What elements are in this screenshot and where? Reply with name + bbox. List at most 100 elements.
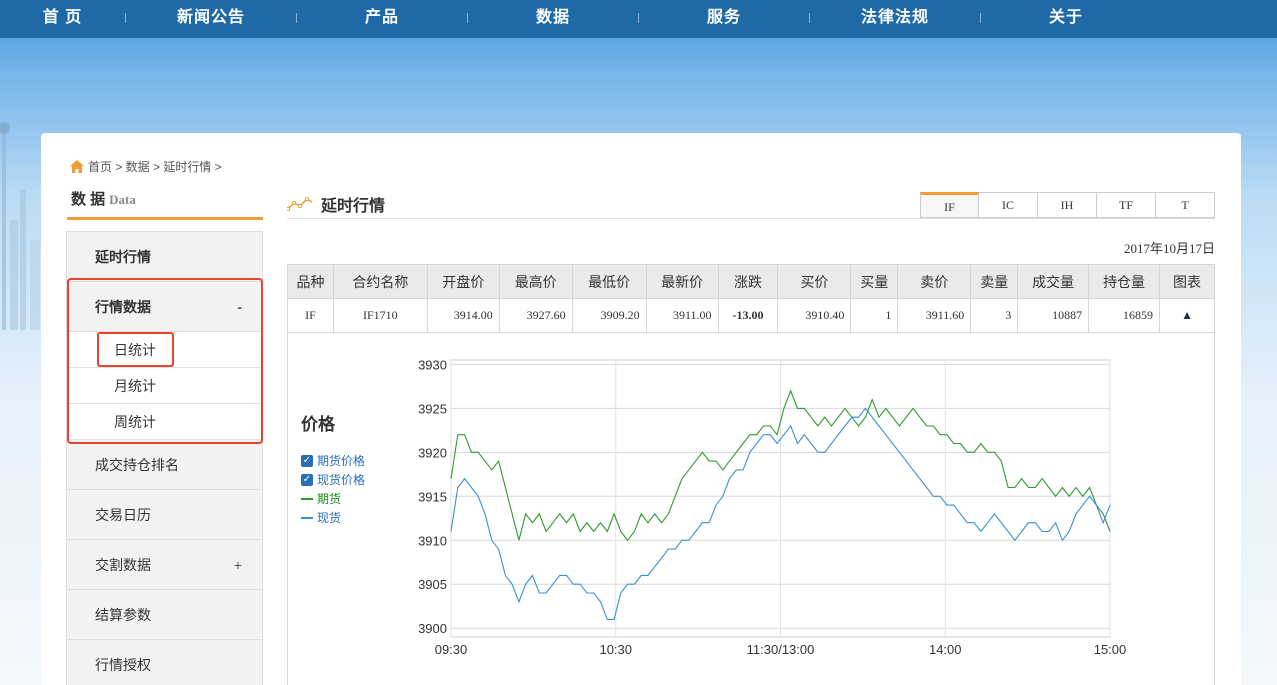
y-tick-label: 3900	[418, 621, 447, 636]
cell-open-interest: 16859	[1088, 298, 1161, 333]
cell-contract: IF1710	[332, 298, 428, 333]
col-ask-vol: 卖量	[970, 264, 1019, 299]
futures-series-line	[450, 389, 1111, 542]
col-variety: 品种	[287, 264, 334, 299]
tab-if[interactable]: IF	[920, 192, 979, 218]
nav-products[interactable]: 产品	[364, 9, 399, 26]
sidebar-item-settlement[interactable]: 结算参数	[67, 590, 262, 640]
nav-separator	[467, 13, 468, 23]
legend-futures-label: 期货	[317, 492, 342, 506]
sidebar-sub-item-daily[interactable]: 日统计	[67, 332, 262, 368]
cell-open: 3914.00	[426, 298, 500, 333]
sidebar-sub-list: 日统计 月统计 周统计	[67, 332, 262, 440]
y-tick-label: 3925	[418, 401, 447, 416]
sidebar-title: 数 据 Data	[67, 186, 263, 220]
legend-title: 价格	[301, 415, 335, 434]
quote-date: 2017年10月17日	[1123, 241, 1215, 256]
spot-line-swatch	[301, 516, 313, 519]
col-contract: 合约名称	[332, 264, 428, 299]
sidebar-item-delivery[interactable]: 交割数据 +	[67, 540, 262, 590]
sidebar-sub-item-weekly[interactable]: 周统计	[67, 404, 262, 440]
col-open: 开盘价	[426, 264, 500, 299]
col-open-interest: 持仓量	[1088, 264, 1161, 299]
sidebar-item-label: 结算参数	[95, 607, 151, 623]
cell-low: 3909.20	[571, 298, 647, 333]
chart-container	[287, 333, 1215, 685]
product-tabs: IF IC IH TF T	[920, 192, 1215, 218]
nav-services[interactable]: 服务	[706, 9, 741, 26]
chart-toggle-icon[interactable]: ▲	[1159, 298, 1215, 333]
y-tick-label: 3910	[418, 533, 447, 548]
sidebar-item-calendar[interactable]: 交易日历	[67, 490, 262, 540]
sidebar-item-market-data[interactable]: 行情数据 -	[67, 282, 262, 332]
collapse-toggle[interactable]: -	[237, 299, 242, 315]
cell-high: 3927.60	[498, 298, 573, 333]
cell-ask: 3911.60	[897, 298, 972, 333]
chart-legend: 价格 ✓ 期货价格 ✓ 现货价格 期货 现货	[301, 410, 365, 527]
sidebar-title-cn: 数 据	[71, 191, 106, 208]
sidebar-title-en: Data	[109, 192, 136, 207]
breadcrumb-text[interactable]: 首页 > 数据 > 延时行情 >	[88, 160, 222, 174]
sidebar-item-label: 延时行情	[95, 249, 151, 265]
tab-t[interactable]: T	[1156, 192, 1215, 218]
sidebar-sub-item-monthly[interactable]: 月统计	[67, 368, 262, 404]
sidebar-item-ranking[interactable]: 成交持仓排名	[67, 440, 262, 490]
legend-spot-line: 现货	[301, 508, 365, 527]
legend-spot-price-label: 现货价格	[317, 473, 366, 487]
sidebar-item-label: 行情数据	[95, 299, 151, 315]
y-tick-label: 3930	[418, 357, 447, 372]
sidebar-item-authorization[interactable]: 行情授权	[67, 640, 262, 685]
col-last: 最新价	[645, 264, 719, 299]
checkbox-icon[interactable]: ✓	[301, 454, 313, 467]
nav-laws[interactable]: 法律法规	[860, 9, 929, 26]
cell-ask-vol: 3	[970, 298, 1019, 333]
y-tick-label: 3920	[418, 445, 447, 460]
nav-separator	[638, 13, 639, 23]
sidebar-item-label: 交易日历	[95, 507, 151, 523]
col-chart: 图表	[1159, 264, 1215, 299]
cell-bid-vol: 1	[850, 298, 899, 333]
skyline-decoration	[0, 122, 40, 330]
y-tick-label: 3905	[418, 577, 447, 592]
sidebar: 延时行情 行情数据 - 日统计 月统计 周统计 成交持仓排名 交易日历 交割数据…	[66, 231, 263, 685]
sidebar-item-label: 行情授权	[95, 657, 151, 673]
nav-separator	[980, 13, 981, 23]
expand-toggle[interactable]: +	[233, 557, 242, 573]
quote-table: 品种 合约名称 开盘价 最高价 最低价 最新价 涨跌 买价 买量 卖价 卖量 成…	[287, 264, 1215, 333]
price-chart: 3900 3905 3910 3915 3920 3925 3930 09:30 10:30 11…	[418, 357, 1127, 657]
legend-futures-checkbox[interactable]: ✓ 期货价格	[301, 451, 365, 470]
futures-line-swatch	[301, 497, 313, 500]
cell-volume: 10887	[1017, 298, 1090, 333]
col-volume: 成交量	[1017, 264, 1090, 299]
content-title: 延时行情	[287, 192, 385, 216]
nav-about[interactable]: 关于	[1048, 9, 1083, 26]
legend-futures-line: 期货	[301, 489, 365, 508]
checkbox-icon[interactable]: ✓	[301, 473, 313, 486]
page-title: 延时行情	[321, 198, 386, 215]
nav-separator	[296, 13, 297, 23]
legend-spot-label: 现货	[317, 511, 342, 525]
x-tick-label: 10:30	[599, 642, 632, 657]
table-header-row: 品种 合约名称 开盘价 最高价 最低价 最新价 涨跌 买价 买量 卖价 卖量 成…	[287, 264, 1215, 299]
trend-icon	[287, 197, 313, 211]
legend-spot-checkbox[interactable]: ✓ 现货价格	[301, 470, 365, 489]
col-bid-vol: 买量	[850, 264, 899, 299]
x-tick-label: 15:00	[1094, 642, 1127, 657]
nav-news[interactable]: 新闻公告	[176, 9, 245, 26]
title-divider	[287, 218, 1215, 219]
cell-last: 3911.00	[645, 298, 719, 333]
nav-home[interactable]: 首 页	[42, 9, 83, 26]
home-icon[interactable]	[70, 160, 84, 173]
spot-series-line	[450, 407, 1111, 620]
tab-tf[interactable]: TF	[1097, 192, 1156, 218]
sidebar-item-delayed-quotes[interactable]: 延时行情	[67, 232, 262, 282]
col-low: 最低价	[571, 264, 647, 299]
cell-bid: 3910.40	[777, 298, 852, 333]
nav-separator	[125, 13, 126, 23]
tab-ih[interactable]: IH	[1038, 192, 1097, 218]
x-tick-label: 09:30	[435, 642, 468, 657]
cell-variety: IF	[287, 298, 334, 333]
y-tick-label: 3915	[418, 489, 447, 504]
nav-data[interactable]: 数据	[535, 9, 570, 26]
tab-ic[interactable]: IC	[979, 192, 1038, 218]
